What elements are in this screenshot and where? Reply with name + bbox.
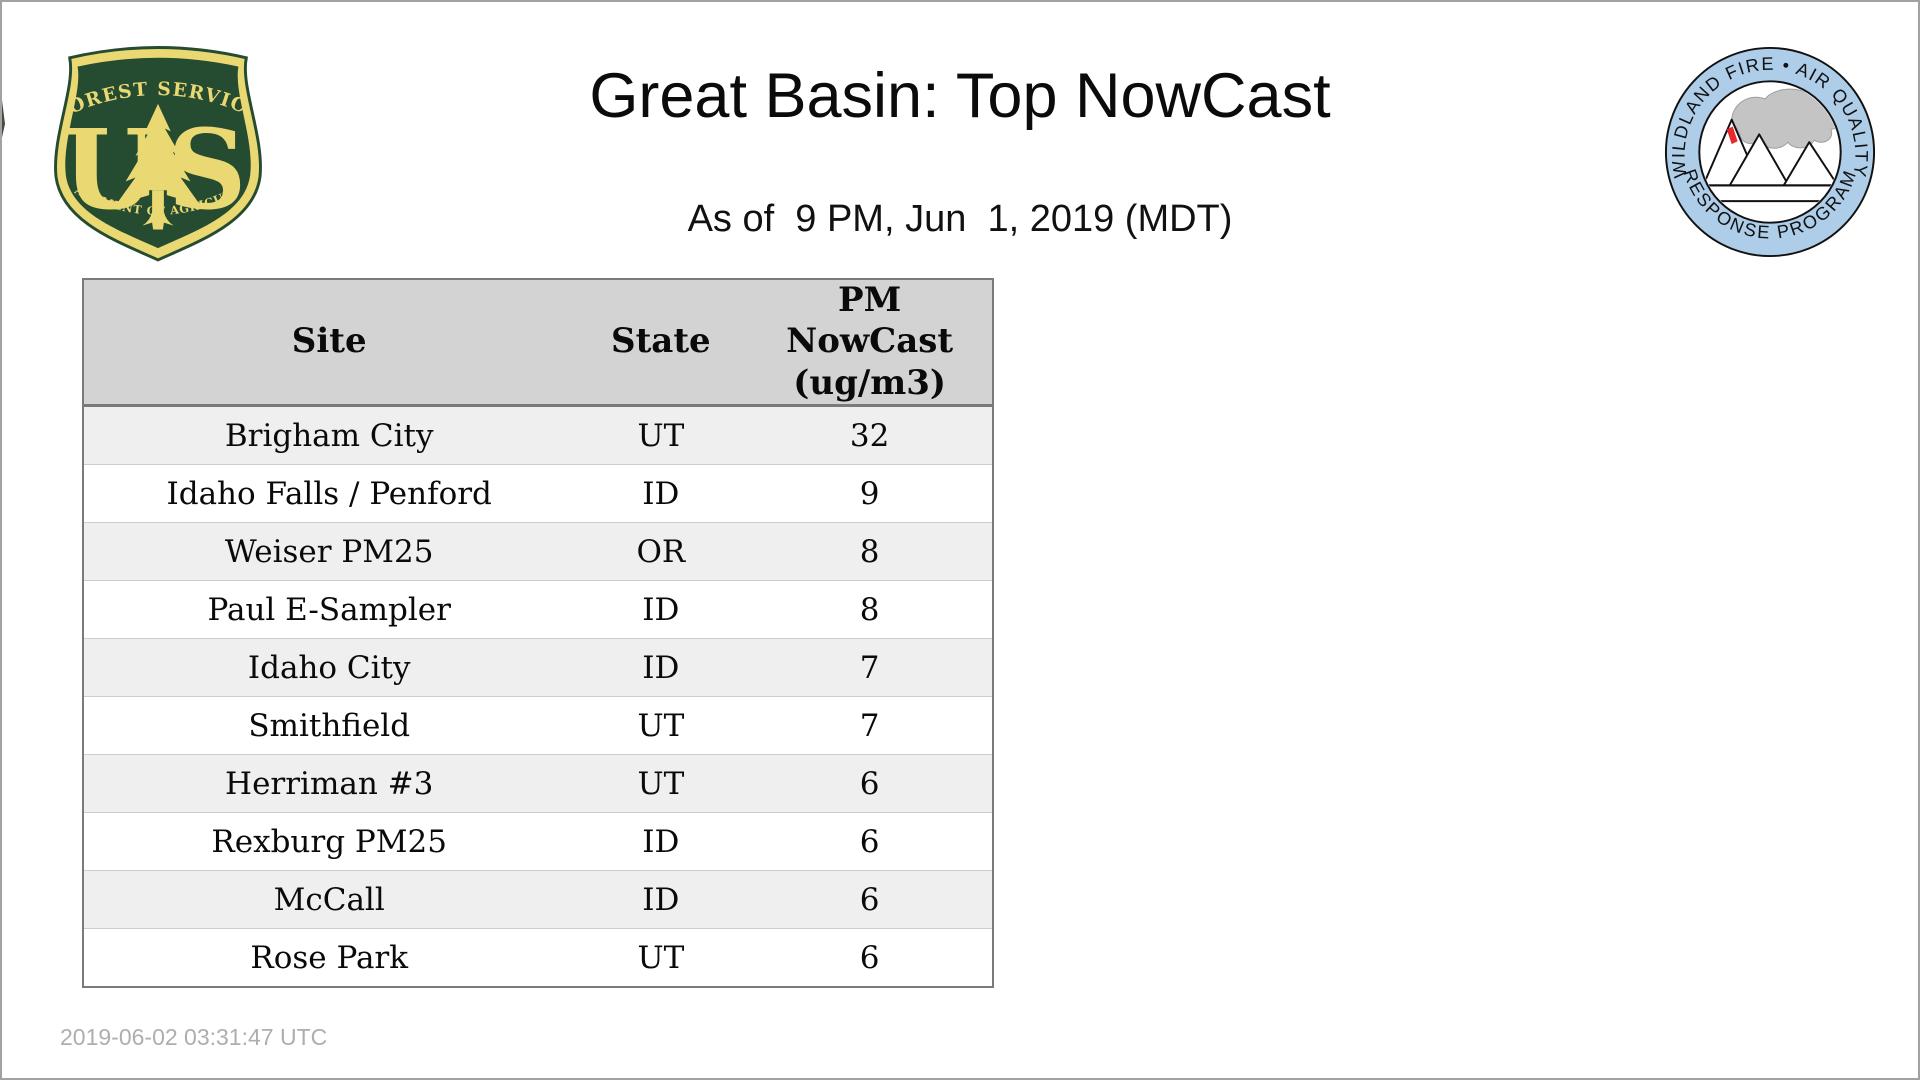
state-cell: UT: [574, 928, 748, 988]
site-cell: Brigham City: [83, 405, 575, 465]
site-cell: Rose Park: [83, 928, 575, 988]
pm-cell: 6: [747, 754, 993, 813]
table-row: Brigham City UT 32: [83, 405, 993, 465]
left-edge-artifact: [2, 100, 5, 138]
site-cell: Herriman #3: [83, 754, 575, 813]
table-row: Rexburg PM25 ID 6: [83, 812, 993, 871]
col-header-site: Site: [83, 279, 575, 408]
page-subtitle: As of 9 PM, Jun 1, 2019 (MDT): [687, 198, 1233, 240]
table-row: Paul E-Sampler ID 8: [83, 580, 993, 639]
site-cell: Weiser PM25: [83, 522, 575, 581]
forest-service-logo: FOREST SERVICE U S DEPARTMENT OF AGRICUL…: [54, 42, 262, 262]
table-row: Smithfield UT 7: [83, 696, 993, 755]
state-cell: ID: [574, 580, 748, 639]
site-cell: Idaho City: [83, 638, 575, 697]
table-row: Idaho City ID 7: [83, 638, 993, 697]
site-cell: Rexburg PM25: [83, 812, 575, 871]
site-cell: Paul E-Sampler: [83, 580, 575, 639]
flame-mark: [1726, 126, 1738, 145]
page-title: Great Basin: Top NowCast: [589, 61, 1331, 131]
state-cell: ID: [574, 812, 748, 871]
pm-cell: 8: [747, 580, 993, 639]
table-row: Rose Park UT 6: [83, 928, 993, 988]
state-cell: ID: [574, 464, 748, 523]
state-cell: ID: [574, 870, 748, 929]
mountains: [1702, 118, 1839, 187]
table-row: Idaho Falls / Penford ID 9: [83, 464, 993, 523]
pm-cell: 9: [747, 464, 993, 523]
pm-cell: 6: [747, 812, 993, 871]
table-header-row: Site State PM NowCast (ug/m3): [83, 279, 993, 408]
state-cell: UT: [574, 405, 748, 465]
state-cell: UT: [574, 754, 748, 813]
pm-cell: 8: [747, 522, 993, 581]
state-cell: OR: [574, 522, 748, 581]
pm-cell: 32: [747, 405, 993, 465]
state-cell: UT: [574, 696, 748, 755]
state-cell: ID: [574, 638, 748, 697]
nowcast-table: Site State PM NowCast (ug/m3) Brigham Ci…: [82, 278, 994, 989]
generated-timestamp: 2019-06-02 03:31:47 UTC: [60, 1024, 328, 1050]
pm-cell: 6: [747, 870, 993, 929]
site-cell: Idaho Falls / Penford: [83, 464, 575, 523]
table-row: McCall ID 6: [83, 870, 993, 929]
pm-cell: 6: [747, 928, 993, 988]
table-row: Weiser PM25 OR 8: [83, 522, 993, 581]
pm-cell: 7: [747, 638, 993, 697]
col-header-state: State: [574, 279, 748, 408]
site-cell: McCall: [83, 870, 575, 929]
pine-tree-icon: [115, 103, 201, 230]
col-header-pm: PM NowCast (ug/m3): [747, 279, 993, 408]
table-row: Herriman #3 UT 6: [83, 754, 993, 813]
site-cell: Smithfield: [83, 696, 575, 755]
wildland-fire-air-quality-logo: WILDLAND FIRE • AIR QUALITY RESPONSE PRO…: [1664, 46, 1876, 258]
pm-cell: 7: [747, 696, 993, 755]
